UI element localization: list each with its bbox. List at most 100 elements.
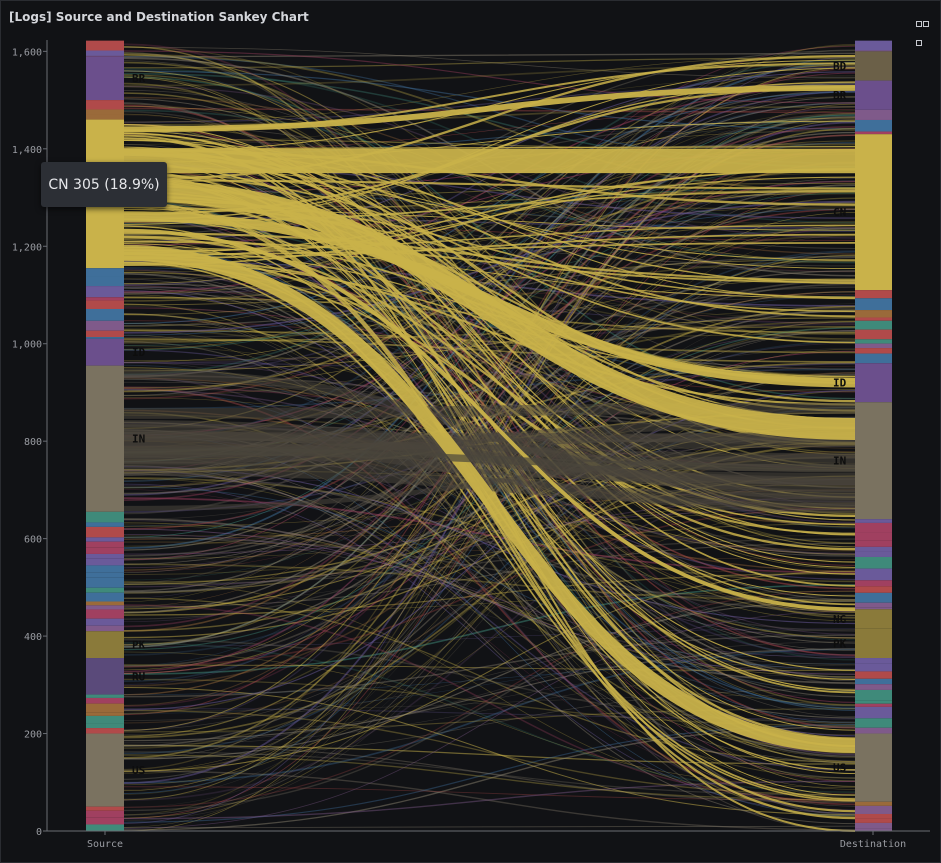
source-node-us[interactable] — [86, 733, 124, 807]
major-flow-in-in[interactable] — [123, 447, 856, 472]
destination-small-node[interactable] — [855, 522, 892, 533]
source-small-node[interactable] — [86, 572, 124, 578]
destination-node-br[interactable] — [855, 80, 892, 110]
source-small-node[interactable] — [86, 50, 124, 56]
destination-small-node[interactable] — [855, 353, 892, 364]
source-small-node[interactable] — [86, 601, 124, 606]
source-small-node[interactable] — [86, 723, 124, 729]
source-small-node[interactable] — [86, 511, 124, 523]
source-small-node[interactable] — [86, 824, 124, 831]
major-flow-cn-us[interactable] — [123, 246, 856, 754]
destination-small-node[interactable] — [855, 607, 892, 610]
source-node-id[interactable] — [86, 338, 124, 366]
destination-small-node[interactable] — [855, 592, 892, 603]
source-small-node[interactable] — [86, 268, 124, 277]
destination-small-node[interactable] — [855, 671, 892, 679]
source-small-node[interactable] — [86, 320, 124, 331]
source-small-node[interactable] — [86, 810, 124, 818]
destination-small-node[interactable] — [855, 290, 892, 299]
source-node-br[interactable] — [86, 56, 124, 101]
destination-small-node[interactable] — [855, 586, 892, 593]
destination-small-node[interactable] — [855, 703, 892, 707]
destination-small-node[interactable] — [855, 348, 892, 354]
source-small-node[interactable] — [86, 109, 124, 115]
destination-small-node[interactable] — [855, 40, 892, 51]
destination-node-in[interactable] — [855, 402, 892, 520]
destination-small-node[interactable] — [855, 822, 892, 829]
source-small-node[interactable] — [86, 592, 124, 602]
source-small-node[interactable] — [86, 526, 124, 538]
source-small-node[interactable] — [86, 100, 124, 110]
destination-small-node[interactable] — [855, 317, 892, 321]
destination-small-node[interactable] — [855, 727, 892, 734]
destination-small-node[interactable] — [855, 339, 892, 344]
source-small-node[interactable] — [86, 728, 124, 734]
source-small-node[interactable] — [86, 547, 124, 554]
destination-small-node[interactable] — [855, 805, 892, 814]
destination-small-node[interactable] — [855, 540, 892, 547]
source-small-node[interactable] — [86, 625, 124, 632]
major-flow-cn-id[interactable] — [123, 211, 856, 388]
destination-node-pk[interactable] — [855, 628, 892, 659]
source-small-node[interactable] — [86, 712, 124, 716]
source-small-node[interactable] — [86, 605, 124, 610]
destination-small-node[interactable] — [855, 568, 892, 581]
destination-small-node[interactable] — [855, 602, 892, 608]
source-small-node[interactable] — [86, 703, 124, 713]
destination-small-node[interactable] — [855, 109, 892, 120]
destination-node-cn[interactable] — [855, 134, 892, 291]
destination-small-node[interactable] — [855, 818, 892, 823]
destination-small-node[interactable] — [855, 689, 892, 701]
source-small-node[interactable] — [86, 587, 124, 593]
source-small-node[interactable] — [86, 40, 124, 51]
destination-small-node[interactable] — [855, 658, 892, 664]
source-small-node[interactable] — [86, 522, 124, 527]
destination-node-bd[interactable] — [855, 51, 892, 81]
destination-small-node[interactable] — [855, 828, 892, 831]
destination-small-node[interactable] — [855, 551, 892, 557]
source-small-node[interactable] — [86, 300, 124, 309]
source-small-node[interactable] — [86, 114, 124, 120]
source-small-node[interactable] — [86, 565, 124, 573]
destination-small-node[interactable] — [855, 813, 892, 819]
destination-small-node[interactable] — [855, 519, 892, 523]
destination-small-node[interactable] — [855, 50, 892, 52]
source-small-node[interactable] — [86, 697, 124, 704]
source-small-node[interactable] — [86, 806, 124, 811]
major-flow-cn-in[interactable] — [123, 179, 856, 440]
source-small-node[interactable] — [86, 553, 124, 559]
destination-node-ng[interactable] — [855, 609, 892, 629]
destination-small-node[interactable] — [855, 678, 892, 685]
destination-small-node[interactable] — [855, 700, 892, 704]
destination-small-node[interactable] — [855, 298, 892, 311]
source-small-node[interactable] — [86, 337, 124, 339]
source-node-in[interactable] — [86, 365, 124, 512]
destination-small-node[interactable] — [855, 663, 892, 672]
source-small-node[interactable] — [86, 558, 124, 566]
destination-small-node[interactable] — [855, 131, 892, 135]
destination-small-node[interactable] — [855, 706, 892, 719]
source-node-pk[interactable] — [86, 631, 124, 659]
destination-small-node[interactable] — [855, 343, 892, 349]
destination-small-node[interactable] — [855, 684, 892, 690]
destination-small-node[interactable] — [855, 580, 892, 587]
destination-node-id[interactable] — [855, 363, 892, 403]
destination-small-node[interactable] — [855, 329, 892, 340]
destination-small-node[interactable] — [855, 310, 892, 318]
more-options-icon[interactable] — [916, 12, 934, 46]
source-small-node[interactable] — [86, 276, 124, 287]
source-small-node[interactable] — [86, 817, 124, 825]
source-small-node[interactable] — [86, 618, 124, 626]
destination-small-node[interactable] — [855, 801, 892, 806]
destination-node-us[interactable] — [855, 733, 892, 802]
source-small-node[interactable] — [86, 577, 124, 588]
destination-small-node[interactable] — [855, 546, 892, 552]
source-node-ru[interactable] — [86, 658, 124, 695]
source-small-node[interactable] — [86, 715, 124, 724]
source-small-node[interactable] — [86, 308, 124, 321]
source-small-node[interactable] — [86, 609, 124, 619]
source-small-node[interactable] — [86, 286, 124, 298]
source-small-node[interactable] — [86, 330, 124, 338]
destination-small-node[interactable] — [855, 556, 892, 569]
major-flow-cn-ng[interactable] — [123, 228, 856, 612]
